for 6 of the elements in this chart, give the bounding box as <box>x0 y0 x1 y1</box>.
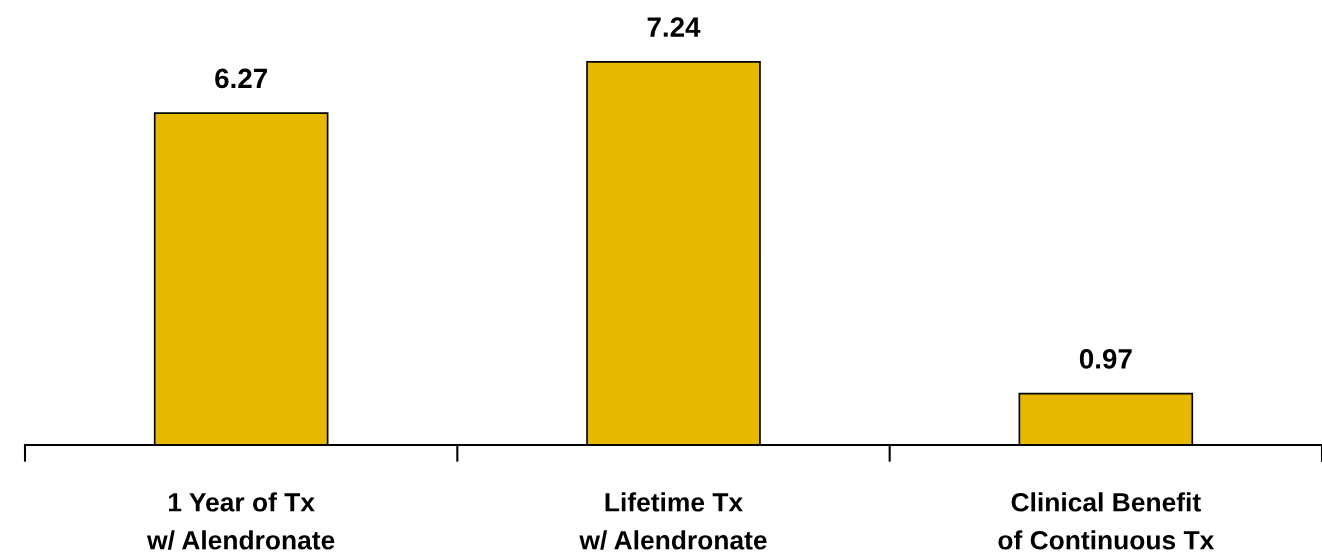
data-label: 7.24 <box>647 17 701 37</box>
data-label: 6.27 <box>215 68 267 89</box>
data-label: 0.97 <box>1079 349 1132 369</box>
x-tick-label: 1 Year of Tx w/ Alendronate <box>147 492 335 550</box>
x-tick-label: Clinical Benefit of Continuous Tx <box>998 492 1215 550</box>
x-tick-label: Lifetime Tx w/ Alendronate <box>579 492 767 550</box>
